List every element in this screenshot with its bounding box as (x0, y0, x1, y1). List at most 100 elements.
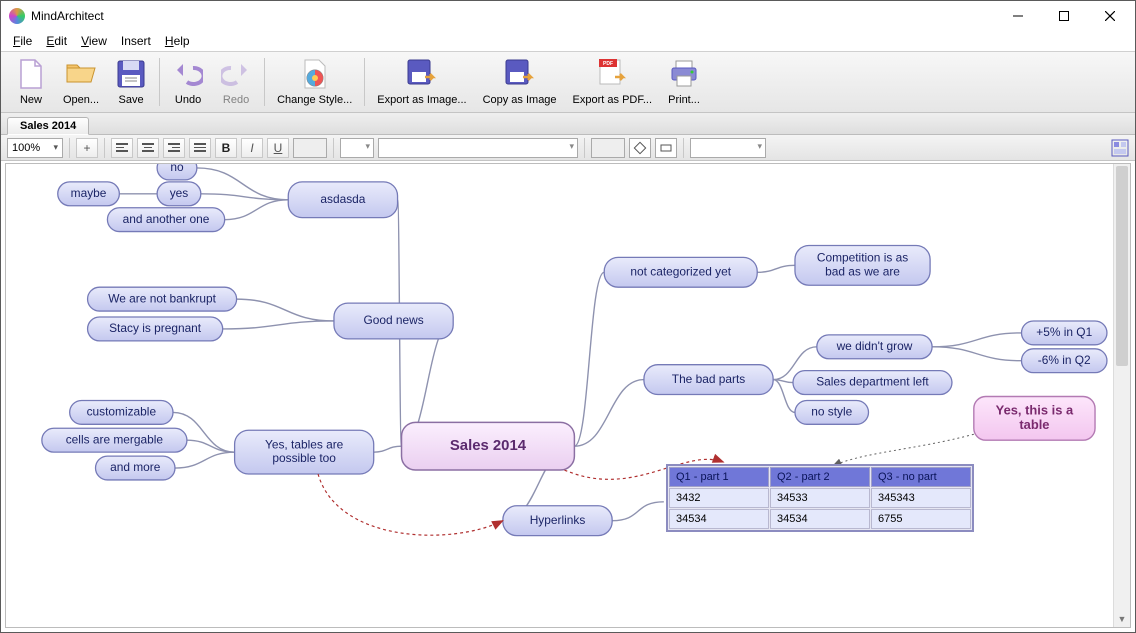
svg-text:The bad parts: The bad parts (672, 372, 746, 386)
embedded-table[interactable]: Q1 - part 1Q2 - part 2Q3 - no part343234… (666, 464, 974, 532)
table-cell[interactable]: 34533 (770, 488, 870, 508)
text-color-well[interactable] (293, 138, 327, 158)
minimize-button[interactable] (995, 1, 1041, 31)
table-row[interactable]: 343234533345343 (669, 488, 971, 508)
close-button[interactable] (1087, 1, 1133, 31)
style-label: Change Style... (277, 94, 352, 106)
node-salesleft[interactable]: Sales department left (793, 371, 952, 395)
line-style-combo[interactable] (690, 138, 766, 158)
new-button[interactable]: New (7, 53, 55, 111)
save-button[interactable]: Save (107, 53, 155, 111)
table-cell[interactable]: 6755 (871, 509, 971, 529)
table-cell[interactable]: 34534 (669, 509, 769, 529)
undo-icon (172, 58, 204, 90)
svg-text:maybe: maybe (71, 186, 107, 200)
open-folder-icon (65, 58, 97, 90)
menu-help[interactable]: Help (159, 33, 196, 49)
align-center-button[interactable] (137, 138, 159, 158)
node-yes[interactable]: yes (157, 182, 201, 206)
copy-image-button[interactable]: Copy as Image (475, 53, 565, 111)
maximize-button[interactable] (1041, 1, 1087, 31)
node-root[interactable]: Sales 2014 (402, 422, 575, 470)
menu-insert[interactable]: Insert (115, 33, 157, 49)
font-family-combo[interactable] (378, 138, 578, 158)
print-button[interactable]: Print... (660, 53, 708, 111)
redo-button[interactable]: Redo (212, 53, 260, 111)
node-nogrow[interactable]: we didn't grow (817, 335, 932, 359)
node-q1[interactable]: +5% in Q1 (1022, 321, 1107, 345)
node-nostyle[interactable]: no style (795, 400, 869, 424)
node-badparts[interactable]: The bad parts (644, 365, 773, 395)
canvas-container: Sales 2014 asdasda no maybe yes and another o… (5, 163, 1131, 628)
export-image-button[interactable]: Export as Image... (369, 53, 474, 111)
overview-icon[interactable] (1111, 139, 1129, 157)
align-justify-button[interactable] (189, 138, 211, 158)
svg-text:and more: and more (110, 460, 161, 474)
svg-text:Hyperlinks: Hyperlinks (530, 513, 586, 527)
node-merge[interactable]: cells are mergable (42, 428, 187, 452)
node-stacy[interactable]: Stacy is pregnant (88, 317, 223, 341)
table-header[interactable]: Q1 - part 1 (669, 467, 769, 487)
svg-text:customizable: customizable (87, 405, 157, 419)
toolbar: New Open... Save Undo Redo Change Style.… (1, 51, 1135, 113)
copy-image-label: Copy as Image (483, 94, 557, 106)
change-style-button[interactable]: Change Style... (269, 53, 360, 111)
scroll-thumb[interactable] (1116, 166, 1128, 366)
svg-text:yes: yes (170, 186, 189, 200)
table-cell[interactable]: 34534 (770, 509, 870, 529)
node-no[interactable]: no (157, 164, 197, 180)
undo-button[interactable]: Undo (164, 53, 212, 111)
menu-edit[interactable]: Edit (40, 33, 73, 49)
svg-text:PDF: PDF (603, 61, 613, 67)
export-pdf-button[interactable]: PDF Export as PDF... (565, 53, 660, 111)
table-row[interactable]: 34534345346755 (669, 509, 971, 529)
node-and_another[interactable]: and another one (107, 208, 224, 232)
new-label: New (20, 94, 42, 106)
add-sibling-button[interactable]: + (76, 138, 98, 158)
node-custom[interactable]: customizable (70, 400, 173, 424)
zoom-combo[interactable]: 100% (7, 138, 63, 158)
node-comp[interactable]: Competition is asbad as we are (795, 245, 930, 285)
menu-file[interactable]: File (7, 33, 38, 49)
vertical-scrollbar[interactable]: ▲ ▼ (1113, 164, 1130, 627)
scroll-down-icon[interactable]: ▼ (1114, 610, 1130, 627)
svg-text:-6% in Q2: -6% in Q2 (1038, 353, 1091, 367)
fill-color-well[interactable] (591, 138, 625, 158)
shape-rect-button[interactable] (655, 138, 677, 158)
node-bankrupt[interactable]: We are not bankrupt (88, 287, 237, 311)
svg-text:Stacy is pregnant: Stacy is pregnant (109, 321, 202, 335)
node-more[interactable]: and more (96, 456, 175, 480)
table-header[interactable]: Q2 - part 2 (770, 467, 870, 487)
svg-text:Yes, tables are: Yes, tables are (265, 437, 344, 451)
open-button[interactable]: Open... (55, 53, 107, 111)
table-cell[interactable]: 345343 (871, 488, 971, 508)
align-right-button[interactable] (163, 138, 185, 158)
node-good_news[interactable]: Good news (334, 303, 453, 339)
zoom-value: 100% (12, 142, 40, 154)
node-q2[interactable]: -6% in Q2 (1022, 349, 1107, 373)
table-header[interactable]: Q3 - no part (871, 467, 971, 487)
svg-text:bad as we are: bad as we are (825, 264, 900, 278)
bold-button[interactable]: B (215, 138, 237, 158)
callout-note[interactable]: Yes, this is atable (974, 396, 1095, 440)
align-left-button[interactable] (111, 138, 133, 158)
menu-view[interactable]: View (75, 33, 113, 49)
node-hyper[interactable]: Hyperlinks (503, 506, 612, 536)
svg-text:possible too: possible too (272, 451, 336, 465)
new-file-icon (15, 58, 47, 90)
underline-button[interactable]: U (267, 138, 289, 158)
tab-sales2014[interactable]: Sales 2014 (7, 117, 89, 135)
node-tables[interactable]: Yes, tables arepossible too (235, 430, 374, 474)
format-bar: 100% + B I U (1, 135, 1135, 161)
italic-button[interactable]: I (241, 138, 263, 158)
node-notcat[interactable]: not categorized yet (604, 257, 757, 287)
node-asdasda[interactable]: asdasda (288, 182, 397, 218)
svg-text:asdasda: asdasda (320, 192, 365, 206)
svg-text:+5% in Q1: +5% in Q1 (1036, 325, 1092, 339)
mindmap-canvas[interactable]: Sales 2014 asdasda no maybe yes and another o… (6, 164, 1113, 627)
table-cell[interactable]: 3432 (669, 488, 769, 508)
node-maybe[interactable]: maybe (58, 182, 120, 206)
font-size-combo[interactable] (340, 138, 374, 158)
shape-diamond-button[interactable] (629, 138, 651, 158)
style-icon (299, 58, 331, 90)
